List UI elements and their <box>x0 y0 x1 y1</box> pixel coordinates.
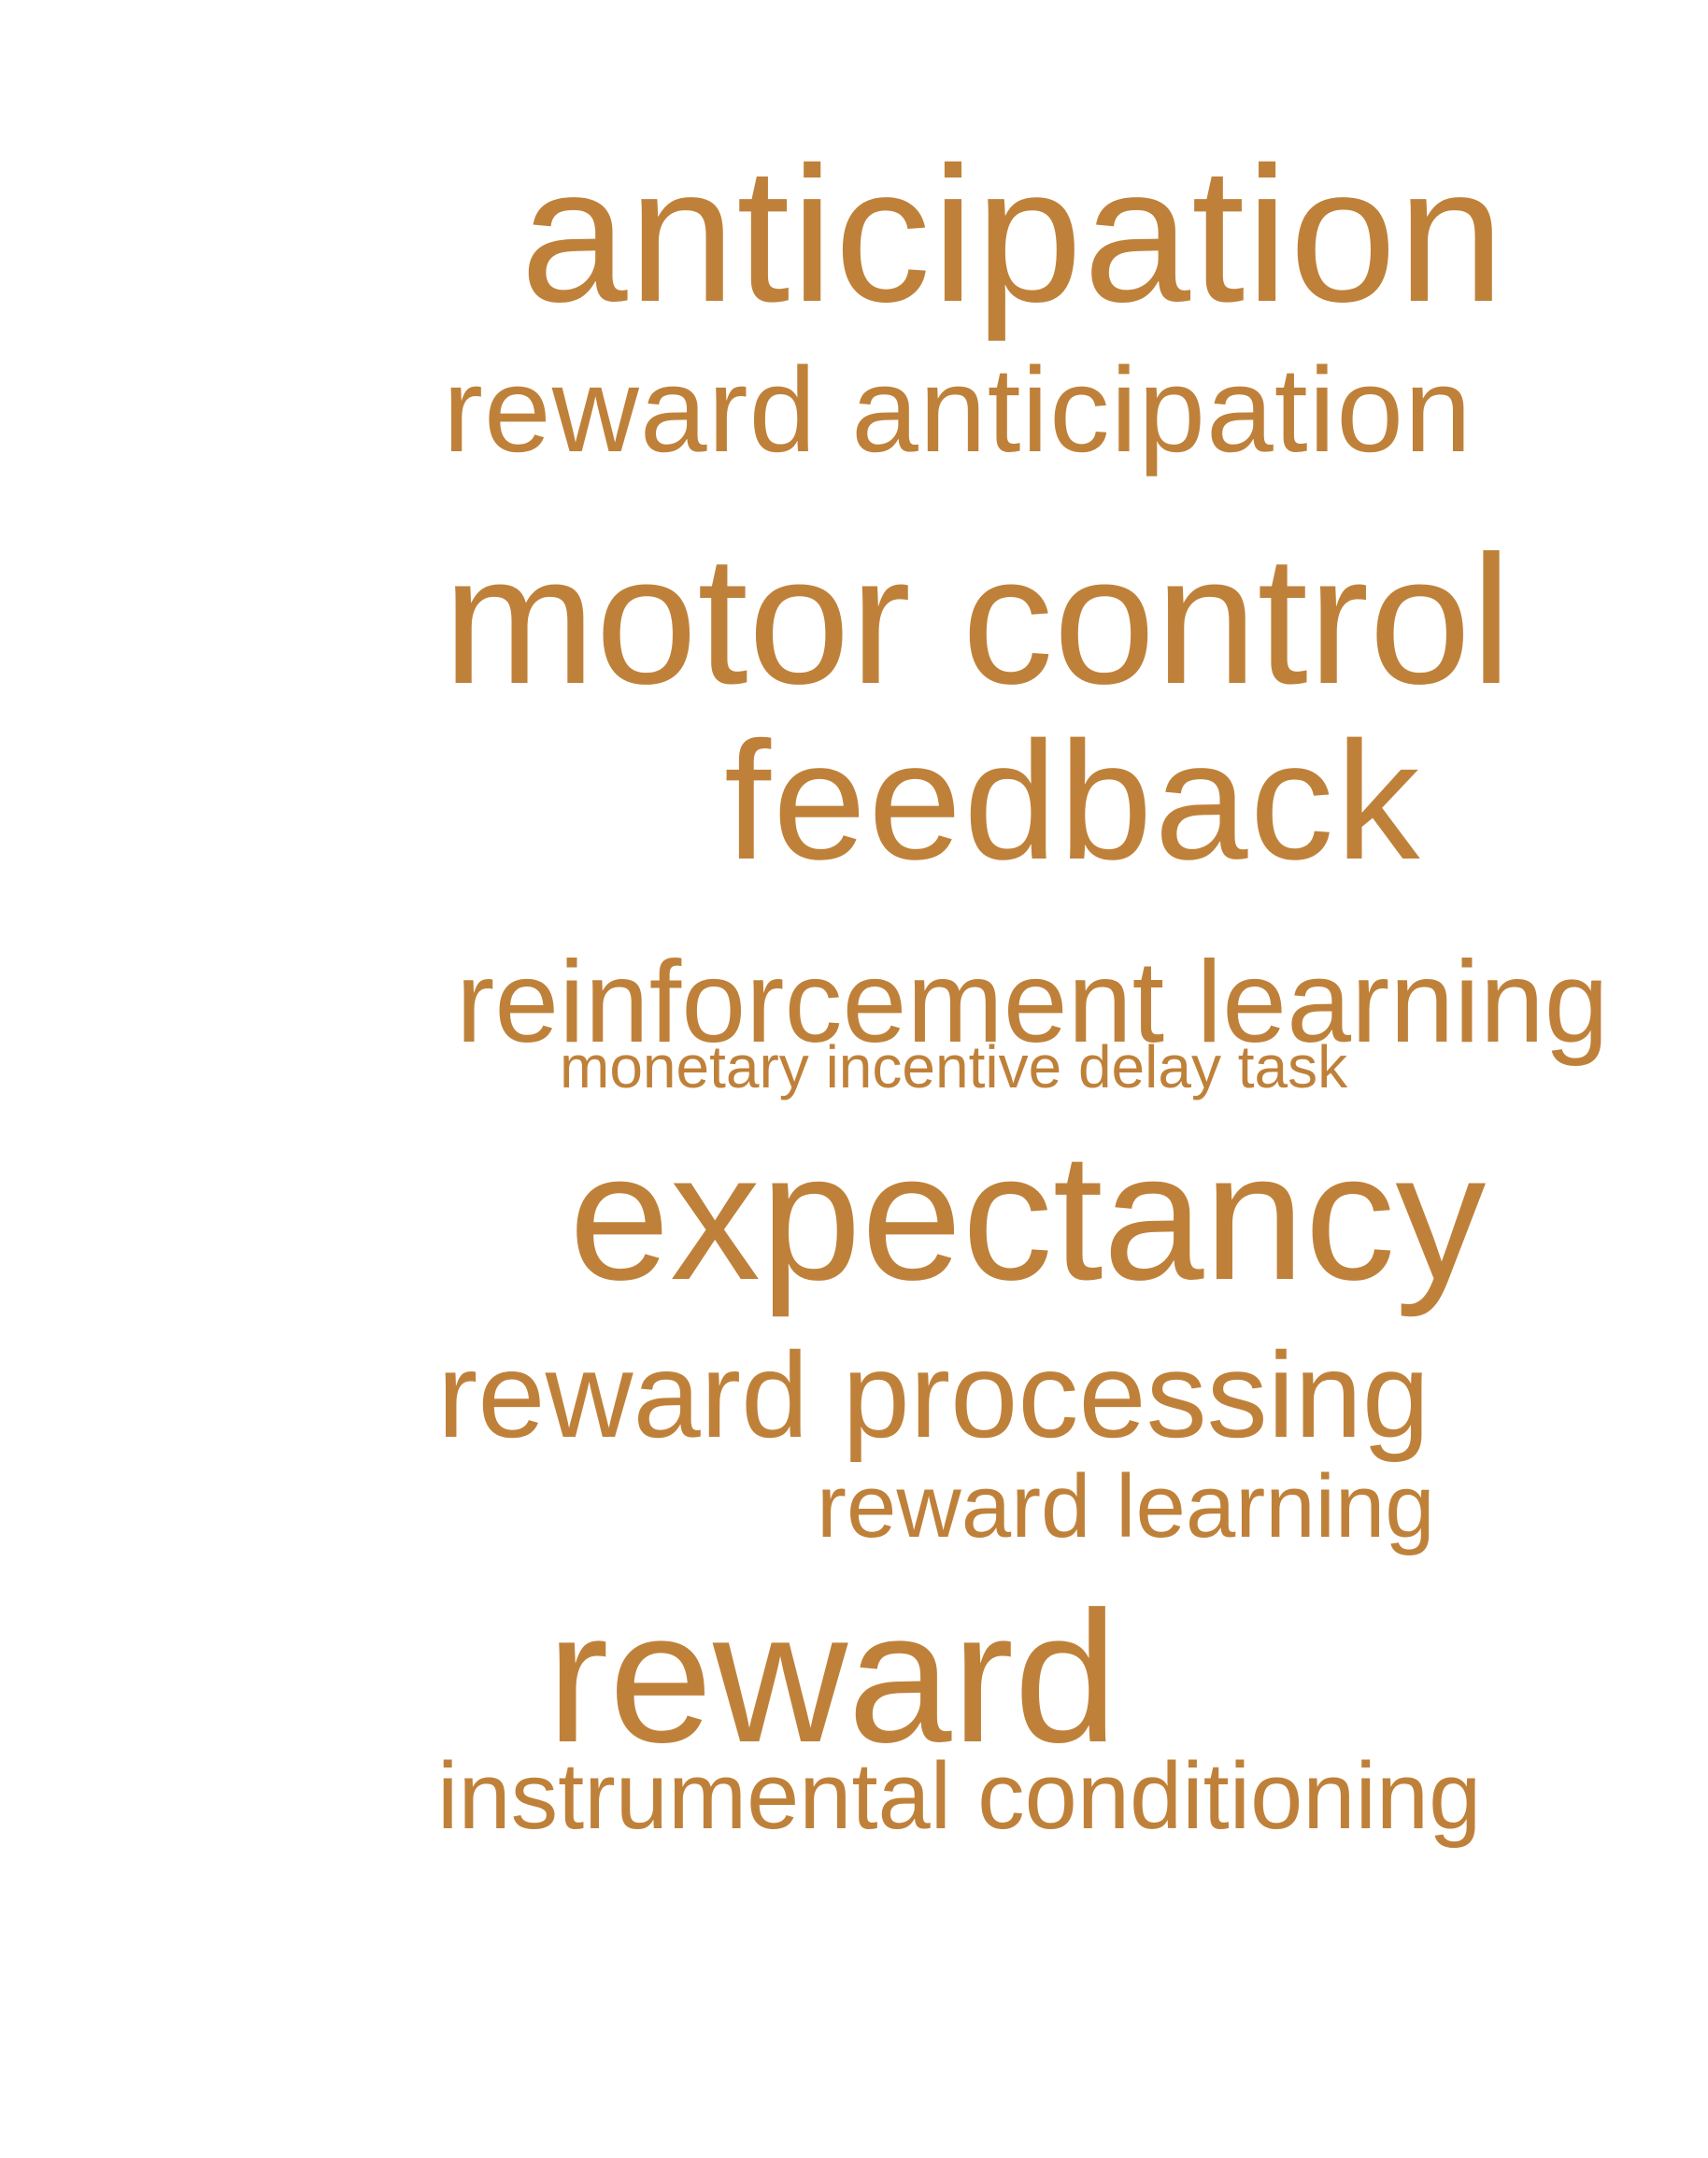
term-feedback: feedback <box>724 707 1422 895</box>
term-reward-learning: reward learning <box>817 1456 1435 1556</box>
term-anticipation: anticipation <box>520 127 1506 342</box>
term-reward-anticipation: reward anticipation <box>443 343 1473 477</box>
term-instrumental-conditioning: instrumental conditioning <box>437 1744 1482 1849</box>
term-reward: reward <box>547 1573 1118 1782</box>
term-monetary-incentive-delay-task: monetary incentive delay task <box>560 1033 1348 1100</box>
term-expectancy: expectancy <box>569 1115 1487 1318</box>
term-reinforcement-learning: reinforcement learning <box>456 938 1609 1067</box>
term-reward-processing: reward processing <box>437 1327 1430 1463</box>
term-motor-control: motor control <box>443 518 1512 722</box>
